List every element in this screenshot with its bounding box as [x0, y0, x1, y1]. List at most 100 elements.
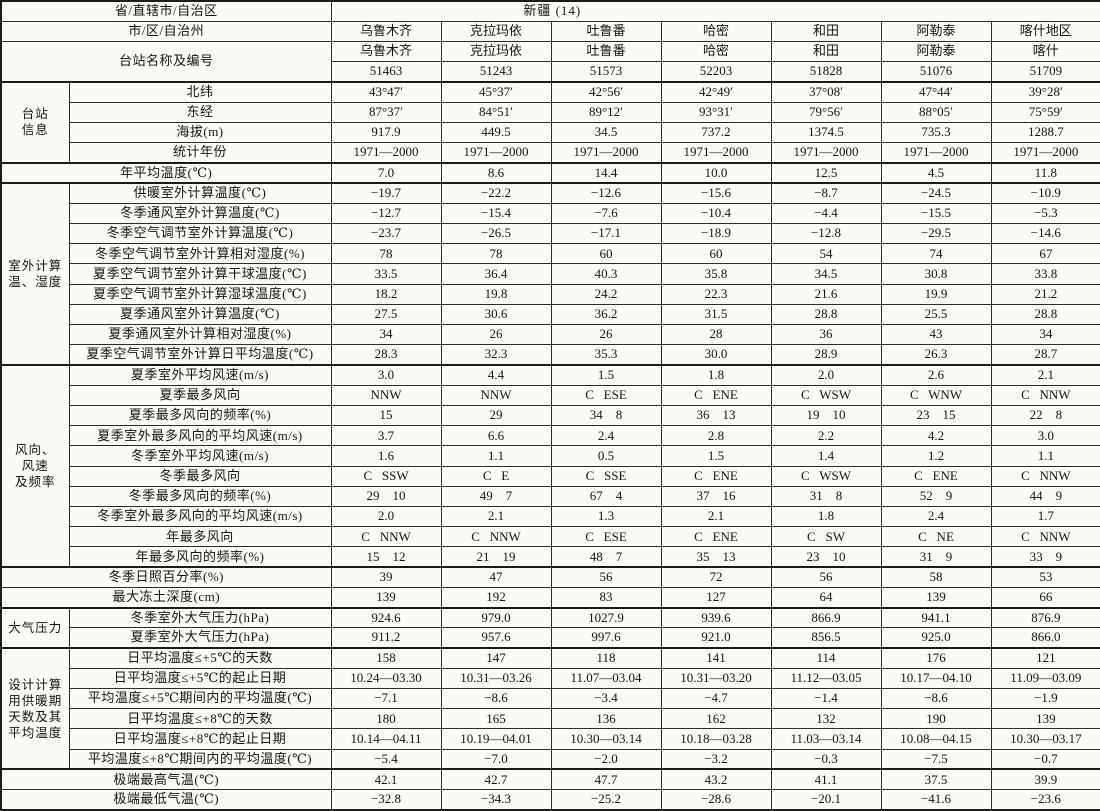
value-cell: −25.2: [550, 789, 662, 811]
row-label-cell: 日平均温度≤+8℃的天数: [68, 708, 332, 730]
value-cell: 1.4: [770, 445, 882, 467]
value-cell: 737.2: [660, 121, 772, 144]
value-cell: 1027.9: [550, 606, 662, 629]
value-cell: −1.4: [770, 687, 882, 710]
value-cell: 1971—2000: [660, 142, 772, 164]
value-cell: 0.5: [550, 445, 662, 467]
row-label-cell: 北纬: [68, 80, 332, 103]
table-row: 夏季空气调节室外计算湿球温度(℃) 18.2 19.8 24.2 22.3 21.6 19.…: [1, 283, 1100, 305]
row-label-cell: 极端最高气温(℃): [0, 768, 332, 791]
value-cell: −2.0: [550, 748, 662, 770]
value-cell: 118: [550, 646, 662, 669]
value-cell: 1.6: [330, 445, 442, 467]
value-cell: 30.6: [440, 303, 552, 326]
value-cell: 866.9: [770, 606, 882, 629]
table-row: 冬季最多风向的频率(%) 29 10 49 7 67 4 37 16 31 8 52 9 44…: [1, 485, 1100, 507]
value-cell: 2.8: [660, 425, 772, 447]
value-cell: 34.5: [770, 263, 882, 285]
value-cell: 141: [660, 646, 772, 669]
value-cell: 23 10: [770, 546, 882, 568]
value-cell: −8.6: [880, 687, 992, 710]
value-cell: 30.0: [660, 344, 772, 366]
value-cell: C SW: [770, 526, 882, 548]
city-name-cell: 哈密: [660, 20, 772, 42]
value-cell: 1.5: [550, 363, 662, 386]
table-row: 统计年份 1971—2000 1971—2000 1971—2000 1971—2000…: [1, 142, 1100, 164]
value-cell: 10.30—03.17: [990, 728, 1100, 750]
row-label-cell: 极端最低气温(℃): [0, 789, 332, 811]
value-cell: 11.03—03.14: [770, 728, 882, 750]
value-cell: −5.3: [990, 202, 1100, 224]
value-cell: 4.4: [440, 363, 552, 386]
value-cell: 2.1: [660, 505, 772, 528]
value-cell: 15 12: [330, 546, 442, 568]
value-cell: 56: [770, 566, 882, 588]
value-cell: 31 9: [880, 546, 992, 568]
value-cell: −7.5: [880, 748, 992, 770]
value-cell: 10.31—03.20: [660, 667, 772, 689]
value-cell: 925.0: [880, 627, 992, 649]
table-row: 平均温度≤+5℃期间内的平均温度(℃) −7.1 −8.6 −3.4 −4.7 −1.4−…: [1, 687, 1100, 710]
value-cell: 74: [880, 243, 992, 265]
value-cell: 34 8: [550, 404, 662, 427]
value-cell: C SSE: [550, 465, 662, 487]
value-cell: NNW: [330, 384, 442, 406]
value-cell: 42°56′: [550, 80, 662, 103]
station-code-cell: 51573: [550, 61, 662, 83]
row-label-cell: 供暖室外计算温度(℃): [68, 181, 332, 204]
value-cell: −10.9: [990, 181, 1100, 204]
value-cell: 921.0: [660, 627, 772, 649]
value-cell: 866.0: [990, 627, 1100, 649]
value-cell: C ESE: [550, 526, 662, 548]
value-cell: 132: [770, 708, 882, 730]
table-row: 极端最高气温(℃) 42.1 42.7 47.7 43.2 41.1 37.5 39.9: [0, 768, 1100, 791]
row-label-cell: 冬季日照百分率(%): [0, 566, 332, 588]
value-cell: 11.12—03.05: [770, 667, 882, 689]
row-label-cell: 平均温度≤+8℃期间内的平均温度(℃): [68, 748, 332, 770]
value-cell: 136: [550, 708, 662, 730]
value-cell: 78: [330, 243, 442, 265]
group-label-line: 用供暖期: [8, 693, 63, 708]
value-cell: −7.1: [330, 687, 442, 710]
row-label-cell: 夏季最多风向: [68, 384, 332, 406]
value-cell: 192: [440, 586, 552, 609]
value-cell: −3.4: [550, 687, 662, 710]
value-cell: 42.7: [440, 768, 552, 791]
value-cell: 34: [990, 323, 1100, 346]
value-cell: −14.6: [990, 222, 1100, 245]
table-row: 夏季通风室外计算温度(℃) 27.5 30.6 36.2 31.5 28.8 25.5 28.…: [1, 303, 1100, 326]
value-cell: 32.3: [440, 344, 552, 366]
value-cell: 10.24—03.30: [330, 667, 442, 689]
value-cell: 10.31—03.26: [440, 667, 552, 689]
value-cell: 735.3: [880, 121, 992, 144]
value-cell: 19.9: [880, 283, 992, 305]
value-cell: −23.6: [990, 789, 1100, 811]
value-cell: 27.5: [330, 303, 442, 326]
value-cell: 49 7: [440, 485, 552, 507]
value-cell: 58: [880, 566, 992, 588]
table-row: 台站名称及编号 乌鲁木齐 克拉玛依 吐鲁番 哈密 和田 阿勒泰 喀什: [0, 40, 1100, 83]
value-cell: −29.5: [880, 222, 992, 245]
station-code-cell: 52203: [660, 61, 772, 83]
value-cell: −28.6: [660, 789, 772, 811]
value-cell: 162: [660, 708, 772, 730]
value-cell: C ENE: [880, 465, 992, 487]
value-cell: 64: [770, 586, 882, 609]
value-cell: 36.2: [550, 303, 662, 326]
value-cell: 88°05′: [880, 101, 992, 123]
value-cell: 139: [990, 708, 1100, 730]
value-cell: 28.3: [330, 344, 442, 366]
value-cell: 21.6: [770, 283, 882, 305]
row-label-cell: 日平均温度≤+5℃的起止日期: [68, 667, 332, 689]
value-cell: 28.8: [770, 303, 882, 326]
value-cell: −8.6: [440, 687, 552, 710]
value-cell: 37 16: [660, 485, 772, 507]
value-cell: 18.2: [330, 283, 442, 305]
value-cell: 26.3: [880, 344, 992, 366]
table-row: 冬季日照百分率(%) 39 47 56 72 56 58 53: [0, 566, 1100, 588]
province-value-cell: 新疆 (14): [330, 0, 1100, 22]
value-cell: 14.4: [550, 161, 662, 184]
value-cell: 44 9: [990, 485, 1100, 507]
